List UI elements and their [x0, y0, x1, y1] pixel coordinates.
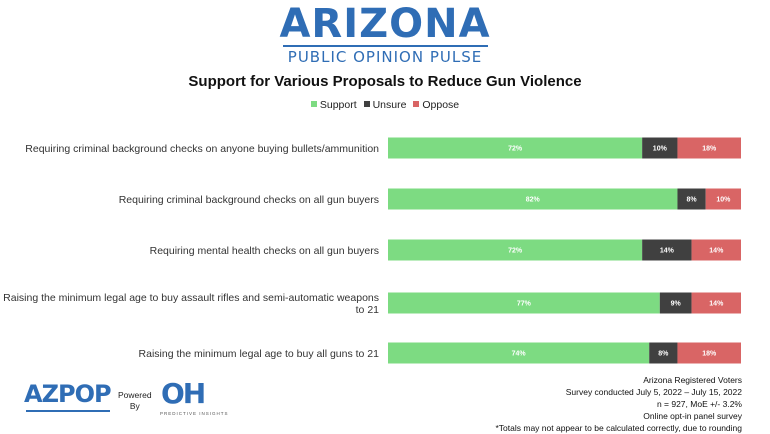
powered-line-2: By [129, 401, 140, 411]
legend-swatch-support [310, 101, 317, 107]
category-label: Requiring criminal background checks on … [119, 194, 379, 206]
data-label-support: 82% [526, 197, 541, 204]
bar-support [388, 292, 660, 314]
data-label-unsure: 10% [653, 146, 668, 153]
legend-label-oppose: Oppose [422, 99, 460, 111]
bar-oppose [677, 342, 741, 364]
bar-support [388, 239, 643, 261]
azpop-logo-underline [26, 410, 110, 412]
category-label: Requiring mental health checks on all gu… [150, 245, 379, 257]
legend-item-oppose: Oppose [413, 99, 459, 111]
bar-unsure [642, 137, 678, 159]
bar-oppose [691, 292, 741, 314]
legend-swatch-unsure [363, 101, 370, 107]
oh-predictive-insights-logo: OH [161, 377, 206, 410]
data-label-oppose: 10% [716, 197, 731, 204]
bar-support [388, 188, 678, 210]
powered-by-text: Powered By [118, 390, 152, 412]
data-label-support: 72% [508, 248, 523, 255]
category-label: to 21 [356, 304, 380, 316]
bar-oppose [691, 239, 741, 261]
note-line: Online opt-in panel survey [643, 411, 742, 421]
data-label-unsure: 8% [658, 351, 669, 358]
note-line: Survey conducted July 5, 2022 – July 15,… [565, 387, 742, 397]
logo-divider [282, 45, 488, 47]
data-label-oppose: 18% [702, 146, 717, 153]
note-line: Arizona Registered Voters [643, 375, 742, 385]
chart-title: Support for Various Proposals to Reduce … [188, 73, 582, 90]
survey-notes: Arizona Registered Voters Survey conduct… [496, 374, 743, 434]
legend-item-unsure: Unsure [363, 99, 407, 111]
category-label: Requiring criminal background checks on … [25, 143, 379, 155]
logo-title: ARIZONA [279, 1, 491, 47]
bar-support [388, 342, 650, 364]
data-label-oppose: 14% [709, 248, 724, 255]
data-label-oppose: 18% [702, 351, 717, 358]
data-label-oppose: 14% [709, 301, 724, 308]
legend-swatch-oppose [413, 101, 420, 107]
note-line: *Totals may not appear to be calculated … [495, 423, 743, 433]
note-line: n = 927, MoE +/- 3.2% [656, 399, 742, 409]
bar-oppose [705, 188, 741, 210]
chart-legend: Support Unsure Oppose [0, 99, 770, 111]
data-label-unsure: 8% [687, 197, 698, 204]
logo-subtitle: PUBLIC OPINION PULSE [287, 48, 483, 66]
data-label-support: 72% [508, 146, 523, 153]
azpop-logo: AZPOP [24, 380, 112, 408]
category-label: Raising the minimum legal age to buy all… [139, 348, 380, 360]
data-label-unsure: 9% [671, 301, 682, 308]
legend-label-unsure: Unsure [372, 99, 407, 111]
bar-support [388, 137, 643, 159]
legend-label-support: Support [319, 99, 357, 111]
oh-logo-subtitle: PREDICTIVE INSIGHTS [160, 411, 229, 416]
data-label-support: 74% [512, 351, 527, 358]
bar-unsure [649, 342, 678, 364]
data-label-support: 77% [517, 301, 532, 308]
bar-unsure [659, 292, 692, 314]
legend-item-support: Support [310, 99, 357, 111]
bar-unsure [677, 188, 706, 210]
category-label: Raising the minimum legal age to buy ass… [3, 292, 379, 304]
logo: ARIZONA PUBLIC OPINION PULSE [0, 4, 770, 66]
powered-line-1: Powered [118, 390, 152, 400]
bar-unsure [642, 239, 692, 261]
data-label-unsure: 14% [660, 248, 675, 255]
bar-oppose [677, 137, 741, 159]
